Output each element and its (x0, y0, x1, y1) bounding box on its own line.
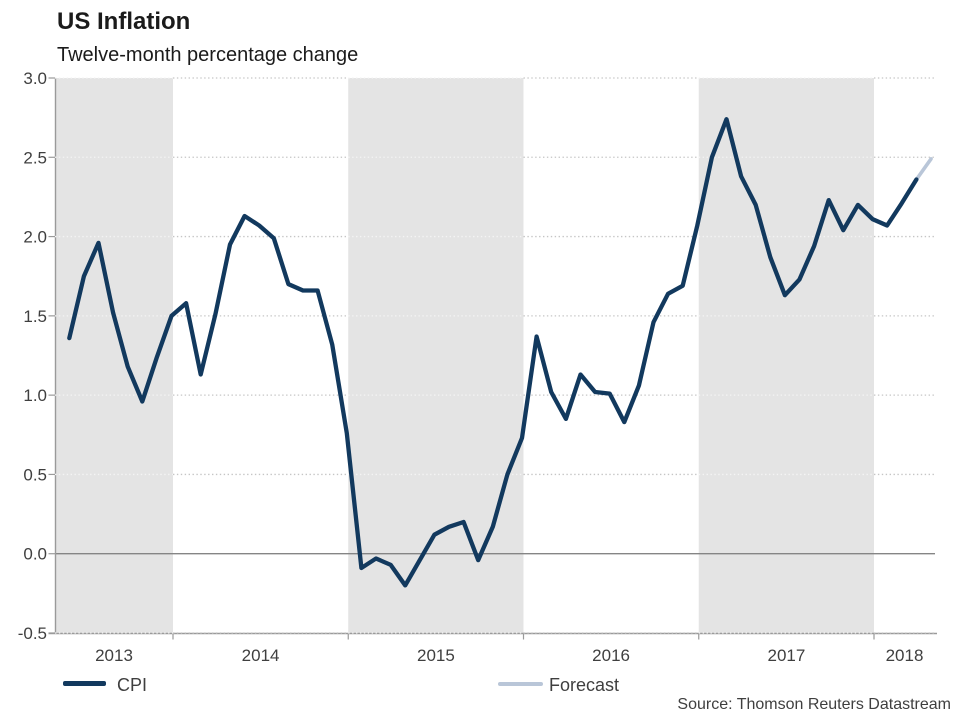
chart-title: US Inflation (57, 8, 191, 35)
x-tick-label: 2014 (242, 646, 280, 665)
y-tick-label: 2.0 (23, 228, 47, 247)
x-tick-label: 2017 (767, 646, 805, 665)
gridlines (55, 77, 935, 634)
year-band (698, 78, 874, 633)
y-tick-label: 1.0 (23, 386, 47, 405)
y-tick-label: 0.5 (23, 465, 47, 484)
y-tick-label: 2.5 (23, 148, 47, 167)
y-tick-label: 3.0 (23, 69, 47, 88)
forecast-legend-label: Forecast (549, 675, 620, 695)
forecast-line (914, 157, 933, 182)
y-tick-label: 1.5 (23, 307, 47, 326)
cpi-line (67, 117, 919, 588)
x-tick-label: 2013 (95, 646, 133, 665)
year-bands (55, 78, 874, 633)
axis-labels: 3.0 2.5 2.0 1.5 1.0 0.5 0.0 -0.5 2013 2014 2015 201… (18, 69, 924, 665)
y-tick-label: 0.0 (23, 545, 47, 564)
source-credit: Source: Thomson Reuters Datastream (677, 696, 951, 713)
x-tick-label: 2018 (886, 646, 924, 665)
year-band (55, 78, 173, 633)
cpi-legend-label: CPI (117, 675, 148, 695)
y-tick-label: -0.5 (18, 624, 47, 643)
x-tick-label: 2016 (592, 646, 630, 665)
forecast-legend-swatch (498, 682, 543, 686)
cpi-legend-swatch (63, 681, 106, 686)
x-tick-label: 2015 (417, 646, 455, 665)
year-band (348, 78, 524, 633)
series-lines (67, 117, 933, 588)
chart-subtitle: Twelve-month percentage change (57, 44, 359, 66)
